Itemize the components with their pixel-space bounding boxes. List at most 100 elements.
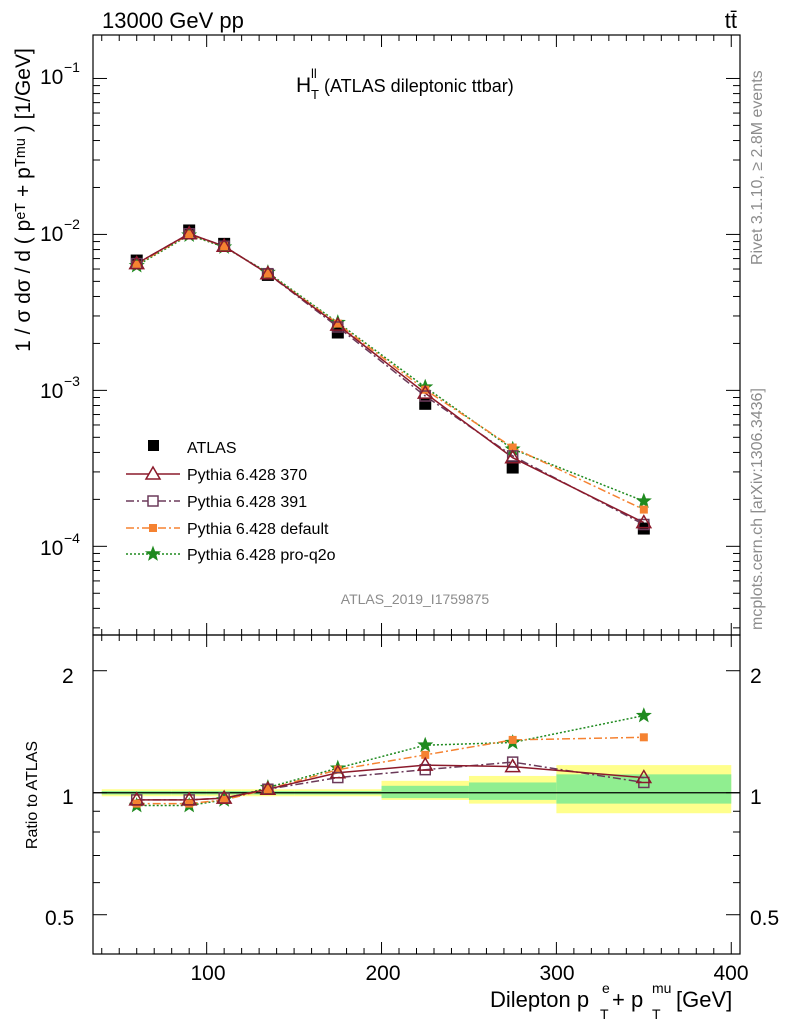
ratio-point-0-7 (635, 769, 653, 784)
legend-marker-370 (144, 465, 162, 480)
ratio-bands (93, 765, 740, 814)
main-point-1-6 (504, 449, 521, 464)
main-series (128, 224, 653, 535)
xtick-300: 300 (539, 962, 574, 985)
process-label: tt̄ (725, 8, 737, 33)
legend-marker-default (149, 524, 157, 532)
main-point-3-1 (185, 230, 194, 239)
ratio-line-1 (136, 761, 644, 801)
main-frame (92, 34, 741, 636)
main-point-3-7 (639, 505, 648, 514)
ratio-point-2-7 (639, 733, 648, 742)
ratio-ylabel: Ratio to ATLAS (24, 741, 41, 849)
ratio-point-1-6 (506, 756, 519, 768)
xlabel-main: Dilepton p (490, 987, 589, 1012)
rivet-label: Rivet 3.1.10, ≥ 2.8M events (749, 70, 766, 265)
atlas-point-6 (506, 461, 519, 474)
atlas-point-5 (419, 397, 432, 410)
ratio-ytick-2: 2 (62, 665, 74, 688)
ratio-ytick-labels: 2 2 1 1 0.5 0.5 (45, 665, 779, 930)
ytick-exp-1e-3: −3 (64, 373, 80, 389)
xlabel-mid: + p (612, 987, 643, 1012)
ratio-ytick-1: 1 (62, 786, 74, 809)
main-ylabel: 1 / σ dσ / d ( pᵉᵀ + pᵀᵐᵘ ) [1/GeV] (12, 48, 35, 352)
legend-item-atlas: ATLAS (148, 440, 237, 457)
legend-item-391: Pythia 6.428 391 (126, 494, 307, 511)
ratio-point-0-5 (416, 756, 434, 771)
main-ytick-labels: 10 −1 10 −2 10 −3 10 −4 (40, 59, 80, 560)
ratio-point-3-5 (417, 736, 434, 753)
main-point-1-4 (329, 316, 347, 331)
title-main: H (296, 74, 311, 97)
ratio-point-0-0 (128, 791, 146, 806)
ytick-label-1e-2: 10 (40, 223, 63, 246)
ratio-point-2-1 (185, 799, 194, 808)
ytick-label-1e-4: 10 (40, 537, 63, 560)
xlabel-sup1: e (602, 980, 610, 996)
legend-label-default: Pythia 6.428 default (187, 521, 329, 538)
plot-title: H ll T (ATLAS dileptonic ttbar) (296, 66, 514, 102)
ytick-label-1e-3: 10 (40, 380, 63, 403)
ratio-point-0-6 (504, 758, 521, 773)
ratio-point-2-6 (508, 735, 517, 744)
xlabel-unit: [GeV] (676, 987, 732, 1012)
xlabel-sup2: mu (652, 980, 671, 996)
ratio-point-0-3 (259, 780, 277, 795)
title-rest: (ATLAS dileptonic ttbar) (324, 76, 514, 96)
xlabel-sub2: T (652, 1006, 661, 1022)
ratio-ytick-2-right: 2 (750, 665, 762, 688)
legend-label-370: Pythia 6.428 370 (187, 467, 307, 484)
legend-marker-atlas (148, 440, 159, 451)
main-point-1-7 (635, 514, 653, 529)
ratio-ytick-1-right: 1 (750, 786, 762, 809)
legend-item-default: Pythia 6.428 default (126, 521, 329, 538)
title-sub: T (311, 87, 319, 102)
ratio-line-3 (136, 714, 644, 807)
main-point-4-7 (635, 492, 652, 508)
main-point-3-2 (220, 242, 229, 251)
ratio-point-0-4 (329, 764, 347, 779)
title-sup: ll (311, 66, 317, 81)
ytick-exp-1e-1: −1 (64, 59, 80, 75)
ratio-ytick-05: 0.5 (45, 907, 74, 930)
ratio-point-0-2 (215, 789, 233, 804)
main-point-3-3 (263, 269, 272, 278)
ratio-point-2-0 (132, 799, 141, 808)
ratio-point-0-1 (180, 791, 198, 806)
xlabel: Dilepton p e T + p mu T [GeV] (490, 980, 732, 1022)
ratio-point-2-4 (333, 765, 342, 774)
analysis-label: ATLAS_2019_I1759875 (341, 591, 490, 607)
legend-marker-391 (147, 495, 159, 507)
ratio-line-0 (136, 764, 644, 801)
band-stat-6 (468, 782, 557, 800)
mcplots-label: mcplots.cern.ch [arXiv:1306.3436] (749, 388, 766, 630)
ratio-series (128, 707, 653, 813)
ytick-exp-1e-4: −4 (64, 530, 80, 546)
main-line-4 (136, 234, 645, 502)
ratio-point-3-7 (635, 707, 652, 723)
energy-label: 13000 GeV pp (102, 8, 244, 33)
xlabel-sub1: T (600, 1006, 609, 1022)
legend-marker-proq2o (144, 545, 162, 561)
main-point-1-3 (259, 265, 277, 280)
xtick-200: 200 (365, 962, 400, 985)
ratio-point-2-3 (263, 785, 272, 794)
xtick-100: 100 (190, 962, 225, 985)
ytick-exp-1e-2: −2 (64, 216, 80, 232)
legend-item-370: Pythia 6.428 370 (126, 465, 307, 484)
legend-label-atlas: ATLAS (187, 440, 237, 457)
legend-label-proq2o: Pythia 6.428 pro-q2o (187, 547, 336, 564)
main-point-3-6 (508, 443, 517, 452)
main-point-1-2 (215, 237, 233, 252)
ratio-point-2-2 (220, 795, 229, 804)
atlas-point-7 (637, 522, 650, 535)
main-point-3-4 (333, 319, 342, 328)
main-point-3-0 (132, 260, 141, 269)
xtick-labels: 100 200 300 400 (190, 962, 748, 985)
band-stat-7 (556, 774, 732, 804)
main-point-3-5 (421, 385, 430, 394)
ratio-ytick-05-right: 0.5 (750, 907, 779, 930)
legend-label-391: Pythia 6.428 391 (187, 494, 307, 511)
ratio-point-2-5 (421, 750, 430, 759)
